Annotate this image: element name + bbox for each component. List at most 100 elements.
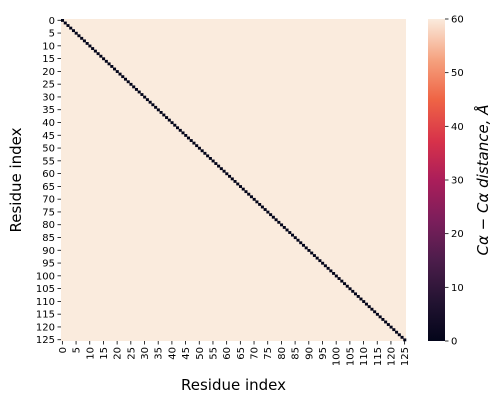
diagonal-cell (137, 90, 141, 94)
y-tick-label: 90 (42, 246, 55, 257)
diagonal-cell (88, 44, 92, 48)
diagonal-cell (197, 146, 201, 150)
diagonal-cell (247, 192, 251, 196)
colorbar-tick-label: 30 (451, 176, 464, 187)
colorbar-tick-label: 50 (451, 68, 464, 79)
diagonal-cell (211, 159, 215, 163)
diagonal-cell (80, 36, 84, 40)
diagonal-cell (260, 205, 264, 209)
diagonal-cell (176, 126, 180, 130)
diagonal-cell (170, 121, 174, 125)
diagonal-cell (134, 88, 138, 91)
diagonal-cell (195, 144, 199, 148)
diagonal-cell (348, 287, 352, 291)
y-tick-label: 75 (42, 207, 55, 218)
diagonal-cell (118, 72, 122, 76)
y-tick-label: 65 (42, 182, 55, 193)
diagonal-cell (403, 338, 407, 342)
x-tick-label: 60 (222, 347, 233, 360)
diagonal-cell (77, 34, 81, 38)
diagonal-cell (151, 103, 155, 107)
diagonal-cell (126, 80, 130, 84)
heatmap-area (61, 19, 407, 342)
diagonal-cell (271, 215, 275, 219)
diagonal-cell (219, 167, 223, 171)
diagonal-cell (274, 218, 278, 222)
diagonal-cell (102, 57, 106, 61)
x-tick-label: 25 (126, 347, 137, 360)
colorbar-ticks: 0 10 20 30 40 50 60 (445, 15, 464, 348)
x-tick-label: 5 (72, 347, 83, 353)
diagonal-cell (156, 108, 160, 112)
x-tick-label: 75 (263, 347, 274, 360)
x-tick-label: 100 (332, 347, 343, 366)
diagonal-cell (69, 26, 73, 30)
diagonal-cell (200, 149, 204, 153)
diagonal-cell (378, 315, 382, 319)
y-tick-label: 25 (42, 80, 55, 91)
diagonal-cell (364, 302, 368, 306)
diagonal-cell (373, 310, 377, 314)
colorbar-tick-label: 20 (451, 229, 464, 240)
colorbar-tick-label: 60 (451, 15, 464, 26)
y-tick-label: 45 (42, 131, 55, 142)
y-tick-label: 70 (42, 195, 55, 206)
y-tick-label: 15 (42, 54, 55, 65)
diagonal-cell (266, 210, 270, 214)
diagonal-cell (192, 141, 196, 145)
y-tick-label: 30 (42, 92, 55, 103)
diagonal-cell (315, 256, 319, 260)
diagonal-cell (288, 231, 292, 234)
diagonal-cell (71, 29, 75, 33)
x-tick-label: 120 (386, 347, 397, 366)
colorbar-tick-label: 0 (451, 337, 457, 348)
diagonal-cell (326, 266, 330, 270)
diagonal-cell (121, 75, 125, 79)
diagonal-cell (104, 59, 108, 63)
diagonal-cell (186, 136, 190, 140)
diagonal-cell (145, 98, 149, 102)
diagonal-cell (263, 208, 267, 211)
diagonal-cell (228, 174, 232, 178)
x-tick-label: 40 (167, 347, 178, 360)
diagonal-cell (356, 295, 360, 298)
x-tick-label: 80 (277, 347, 288, 360)
diagonal-cell (392, 328, 396, 332)
diagonal-cell (285, 228, 289, 232)
y-tick-label: 110 (36, 297, 55, 308)
diagonal-cell (217, 164, 221, 168)
diagonal-cell (214, 162, 218, 165)
x-tick-label: 125 (400, 347, 411, 366)
diagonal-cell (304, 246, 308, 250)
y-axis-label: Residue index (7, 127, 25, 232)
diagonal-cell (299, 241, 303, 245)
diagonal-cell (332, 272, 336, 275)
x-tick-label: 20 (113, 347, 124, 360)
diagonal-cell (173, 123, 177, 127)
y-tick-label: 0 (49, 16, 55, 27)
diagonal-cell (91, 47, 95, 50)
diagonal-cell (397, 333, 401, 337)
diagonal-cell (93, 49, 97, 53)
diagonal-cell (277, 220, 281, 224)
diagonal-cell (82, 39, 86, 43)
diagonal-cell (167, 118, 171, 122)
x-tick-label: 85 (291, 347, 302, 360)
diagonal-cell (208, 157, 212, 160)
diagonal-cell (148, 100, 152, 104)
diagonal-cell (343, 282, 347, 286)
diagonal-cell (321, 261, 325, 265)
diagonal-cell (269, 213, 273, 217)
diagonal-cell (96, 52, 100, 56)
diagonal-cell (113, 67, 117, 71)
diagonal-cell (230, 177, 234, 181)
diagonal-cell (301, 243, 305, 247)
diagonal-cell (375, 312, 379, 316)
x-tick-label: 65 (236, 347, 247, 360)
y-tick-label: 40 (42, 118, 55, 129)
diagonal-cell (370, 307, 374, 311)
diagonal-cell (255, 200, 259, 204)
diagonal-cell (293, 236, 297, 240)
diagonal-cell (85, 42, 89, 45)
diagonal-cell (280, 223, 284, 227)
